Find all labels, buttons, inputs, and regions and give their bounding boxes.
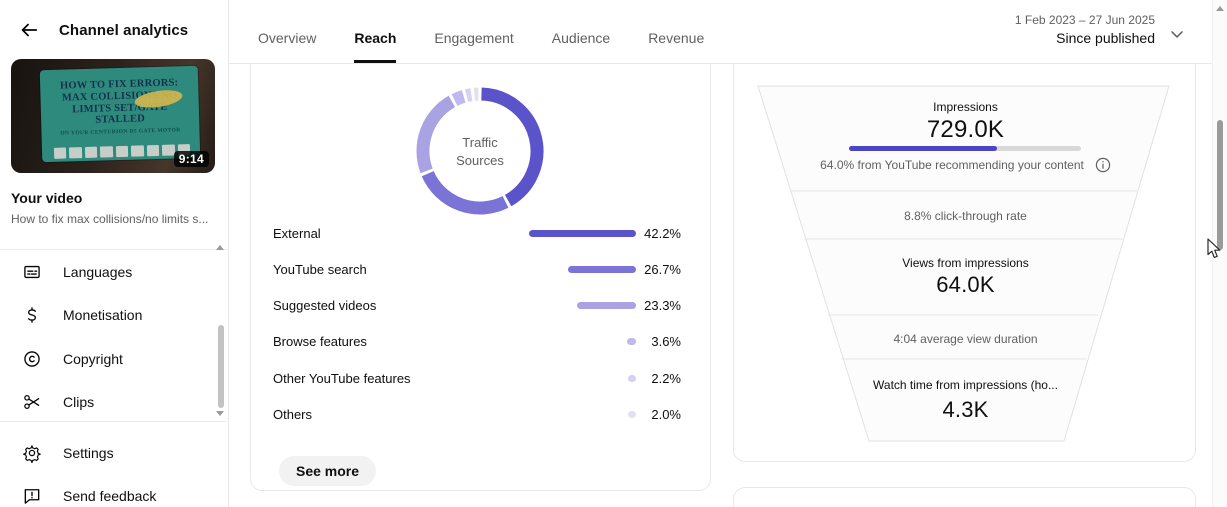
sidebar-item-copyright[interactable]: Copyright	[0, 337, 227, 380]
impressions-note: 64.0% from YouTube recommending your con…	[820, 158, 1084, 172]
see-more-button[interactable]: See more	[279, 456, 377, 486]
sidebar-divider	[0, 421, 227, 422]
impressions-funnel-card: Impressions 729.0K 64.0% from YouTube re…	[733, 30, 1196, 462]
tab-reach[interactable]: Reach	[354, 30, 397, 63]
video-title: How to fix max collisions/no limits s...	[11, 212, 209, 226]
traffic-source-label: Others	[273, 407, 313, 422]
impressions-value: 729.0K	[926, 116, 1005, 143]
sidebar-item-settings[interactable]: Settings	[0, 431, 227, 474]
sidebar-item-label: Settings	[63, 444, 114, 461]
sidebar-scrollbar-thumb[interactable]	[218, 325, 224, 408]
avg-view-duration-label: 4:04 average view duration	[893, 332, 1038, 346]
video-thumbnail[interactable]: HOW TO FIX ERRORS: MAX COLLISIONS/NO LIM…	[11, 59, 215, 173]
scrollbar-up-arrow[interactable]	[1216, 6, 1224, 11]
subtitles-icon	[22, 262, 42, 282]
tab-overview[interactable]: Overview	[258, 30, 317, 46]
date-range-selector[interactable]: 1 Feb 2023 – 27 Jun 2025 Since published	[1015, 13, 1155, 46]
impressions-progress-track	[849, 146, 1081, 151]
impressions-progress-fill	[849, 146, 998, 151]
traffic-source-percent: 2.0%	[651, 407, 681, 422]
traffic-source-row: Suggested videos 23.3%	[273, 295, 681, 315]
traffic-source-label: YouTube search	[273, 262, 367, 277]
watch-time-label: Watch time from impressions (ho...	[873, 378, 1058, 392]
scrollbar-thumb[interactable]	[1217, 120, 1223, 250]
traffic-sources-donut-chart	[416, 87, 544, 215]
page-title: Channel analytics	[59, 21, 189, 39]
sidebar-item-label: Send feedback	[63, 487, 157, 504]
video-duration-badge: 9:14	[173, 151, 209, 167]
scissors-icon	[22, 392, 42, 412]
back-row: Channel analytics	[18, 19, 188, 41]
tab-revenue[interactable]: Revenue	[648, 30, 705, 46]
analytics-header: Overview Reach Engagement Audience Reven…	[228, 0, 1227, 64]
traffic-source-percent: 3.6%	[651, 334, 681, 349]
traffic-source-row: Browse features 3.6%	[273, 331, 681, 351]
tab-audience[interactable]: Audience	[551, 30, 611, 46]
thumbnail-subline: ON YOUR CENTURION D5 GATE MOTOR	[60, 127, 181, 137]
sidebar-item-monetisation[interactable]: Monetisation	[0, 293, 227, 336]
back-arrow-icon[interactable]	[18, 19, 40, 41]
next-card-peek	[733, 487, 1196, 507]
traffic-source-percent: 26.7%	[644, 262, 681, 277]
tab-engagement[interactable]: Engagement	[434, 30, 514, 46]
sidebar-item-label: Monetisation	[63, 306, 143, 323]
traffic-source-percent: 2.2%	[651, 371, 681, 386]
traffic-source-row: Others 2.0%	[273, 404, 681, 424]
date-range-text: 1 Feb 2023 – 27 Jun 2025	[1014, 13, 1155, 27]
views-from-impressions-label: Views from impressions	[902, 256, 1029, 270]
traffic-source-bar	[568, 266, 636, 273]
traffic-source-label: Browse features	[273, 334, 367, 349]
sidebar-divider	[0, 249, 227, 250]
sidebar-scroll-up-arrow[interactable]	[216, 245, 224, 250]
traffic-source-row: Other YouTube features 2.2%	[273, 368, 681, 388]
date-mode-text: Since published	[1056, 30, 1155, 46]
copyright-icon	[22, 349, 42, 369]
sidebar-item-label: Copyright	[63, 350, 123, 367]
impressions-label: Impressions	[933, 100, 998, 114]
sidebar-item-label: Languages	[63, 263, 133, 280]
your-video-label: Your video	[11, 190, 83, 206]
ctr-label: 8.8% click-through rate	[904, 209, 1027, 223]
sidebar-item-languages[interactable]: Languages	[0, 250, 227, 293]
gear-icon	[22, 443, 42, 463]
page-scrollbar[interactable]	[1212, 0, 1227, 507]
donut-center-label: Traffic Sources	[456, 135, 504, 168]
traffic-source-row: External 42.2%	[273, 223, 681, 243]
feedback-icon	[22, 486, 42, 506]
watch-time-value: 4.3K	[942, 397, 989, 422]
thumbnail-board: HOW TO FIX ERRORS: MAX COLLISIONS/NO LIM…	[39, 65, 201, 163]
traffic-source-bar	[628, 411, 636, 418]
traffic-source-bar	[576, 302, 636, 309]
traffic-source-bar	[626, 338, 636, 345]
traffic-source-bar	[628, 375, 636, 382]
traffic-source-percent: 42.2%	[644, 226, 681, 241]
traffic-source-row: YouTube search 26.7%	[273, 259, 681, 279]
analytics-tabs: Overview Reach Engagement Audience Reven…	[258, 0, 704, 63]
dollar-icon	[22, 305, 42, 325]
traffic-source-label: Suggested videos	[273, 298, 377, 313]
thumbnail-terminals	[53, 144, 191, 159]
traffic-source-percent: 23.3%	[644, 298, 681, 313]
traffic-source-label: External	[273, 226, 321, 241]
views-from-impressions-value: 64.0K	[936, 272, 995, 297]
traffic-sources-card: Traffic Sources External 42.2% YouTube s…	[250, 30, 711, 491]
info-icon[interactable]	[1095, 157, 1111, 173]
traffic-source-bar	[529, 230, 636, 237]
traffic-source-label: Other YouTube features	[273, 371, 411, 386]
sidebar: Channel analytics HOW TO FIX ERRORS: MAX…	[0, 0, 229, 507]
sidebar-scroll-down-arrow[interactable]	[216, 411, 224, 416]
sidebar-item-clips[interactable]: Clips	[0, 380, 227, 423]
impressions-note-row: 64.0% from YouTube recommending your con…	[734, 157, 1197, 173]
chevron-down-icon[interactable]	[1167, 24, 1187, 44]
sidebar-item-send-feedback[interactable]: Send feedback	[0, 474, 227, 507]
sidebar-item-label: Clips	[63, 393, 95, 410]
funnel-shape	[757, 85, 1170, 442]
